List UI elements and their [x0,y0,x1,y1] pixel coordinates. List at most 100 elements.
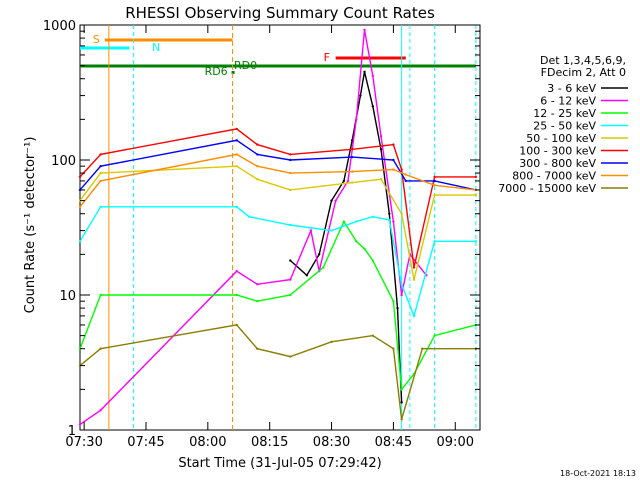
legend-label: 3 - 6 keV [547,82,596,95]
legend-label: 6 - 12 keV [540,95,596,108]
data-point [309,229,313,232]
data-point [256,143,259,146]
data-point [421,347,424,350]
data-point [235,205,238,209]
data-point [78,175,82,179]
data-point [235,127,238,131]
data-point [78,423,82,426]
data-point [404,173,407,176]
data-point [342,179,346,183]
x-tick-label: 08:45 [375,435,412,450]
x-tick-label: 08:15 [251,435,288,450]
data-point [99,205,102,209]
timestamp: 18-Oct-2021 18:13 [560,469,636,478]
y-tick-label: 10 [59,289,76,304]
data-point [289,293,292,297]
data-point [235,293,238,297]
data-point [289,259,292,262]
data-point [388,218,391,222]
data-point [433,240,436,243]
data-point [388,212,391,215]
data-point [289,158,292,162]
data-point [99,409,102,412]
legend-label: 800 - 7000 keV [512,170,596,183]
data-point [392,299,395,303]
legend-label: 7000 - 15000 keV [498,182,596,195]
legend-header: Det 1,3,4,5,6,9, [540,54,626,67]
legend-label: 12 - 25 keV [533,107,596,120]
data-point [359,94,362,97]
data-point [342,220,346,223]
data-point [379,135,383,138]
data-point [392,158,395,162]
data-point [363,70,366,74]
data-point [289,171,292,175]
data-point [235,323,238,327]
data-point [256,178,259,181]
flag-label: F [324,51,330,64]
data-point [433,179,436,183]
data-point [289,278,292,281]
data-point [474,193,478,197]
x-tick-label: 08:00 [189,435,226,450]
data-point [99,347,102,350]
data-point [392,220,395,223]
data-point [412,266,416,269]
data-point [289,153,292,156]
data-point [433,193,436,197]
chart-title: RHESSI Observing Summary Count Rates [125,4,435,22]
data-point [363,28,366,32]
data-point [78,205,82,209]
x-tick-label: 09:00 [437,435,474,450]
legend: Det 1,3,4,5,6,9,FDecim 2, Att 0 3 - 6 keV… [498,54,628,195]
data-point [322,266,325,269]
data-point [379,148,383,151]
data-point [400,293,403,297]
data-point [371,334,374,337]
data-point [412,314,416,318]
data-point [78,240,82,243]
x-tick-label: 07:30 [65,435,102,450]
data-point [392,143,395,146]
legend-label: 300 - 800 keV [519,157,596,170]
y-axis-label: Count Rate (s⁻¹ detector⁻¹) [23,137,38,314]
data-point [400,401,403,404]
data-point [350,148,354,151]
data-point [350,181,354,184]
data-point [235,153,238,156]
flag-label: RD0 [234,59,257,72]
legend-header: FDecim 2, Att 0 [541,66,626,79]
data-point [330,229,333,232]
data-point [400,388,403,391]
data-point [289,188,292,192]
x-axis-label: Start Time (31-Jul-05 07:29:42) [178,456,381,471]
data-point [474,175,478,179]
data-point [99,164,102,168]
y-tick-label: 1 [68,424,76,439]
data-point [371,105,374,108]
data-point [400,212,403,215]
data-point [400,283,403,286]
data-point [433,184,436,187]
data-point [355,240,358,243]
data-point [334,199,337,202]
flag-bars: S N F RD6 RD0 [80,33,476,78]
legend-label: 50 - 100 keV [526,132,596,145]
flag-label: S [93,33,100,46]
data-point [99,153,102,156]
legend-label: 25 - 50 keV [533,120,596,133]
axes: 07:30 07:45 08:00 08:15 08:30 08:45 09:00 1 10 10… [43,19,480,450]
data-point [371,259,374,262]
y-tick-label: 1000 [43,19,76,34]
data-point [379,178,383,181]
data-point [355,118,358,121]
flag-label: RD6 [205,65,228,78]
data-point [371,215,374,218]
data-point [396,306,399,310]
data-point [305,274,309,277]
data-point [330,340,333,344]
data-point [235,270,238,273]
data-point [289,355,292,358]
data-point [256,299,259,303]
